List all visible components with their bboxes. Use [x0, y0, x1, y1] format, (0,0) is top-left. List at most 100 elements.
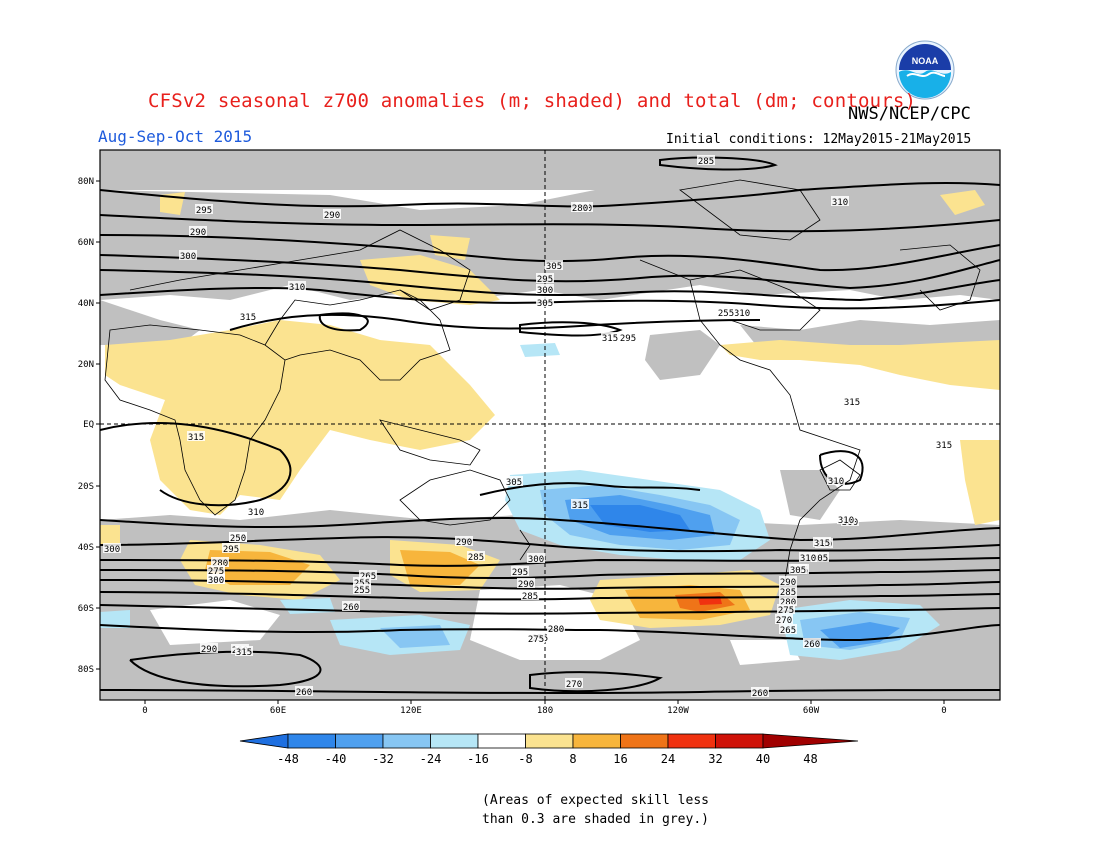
- negative-anomaly-shading: [100, 343, 940, 660]
- contour-label: 300: [528, 555, 544, 565]
- contour-label: 295: [512, 568, 528, 578]
- colorbar-label: -48: [277, 752, 299, 766]
- contour-label-bg: [775, 614, 793, 624]
- contour-label: 250: [230, 534, 246, 544]
- contour-label-bg: [717, 307, 735, 317]
- contour-label-bg: [811, 552, 829, 562]
- contour-label-bg: [467, 551, 485, 561]
- latitude-label: 60S: [78, 604, 94, 614]
- longitude-label: 120W: [667, 706, 689, 716]
- contour-label: 305: [546, 262, 562, 272]
- contour-label: 310: [734, 309, 750, 319]
- contour-label-bg: [733, 307, 751, 317]
- contour-label: 260: [296, 688, 312, 698]
- contour-label: 285: [468, 553, 484, 563]
- contour-label-bg: [239, 311, 257, 321]
- contour-label: 255: [354, 586, 370, 596]
- colorbar-swatch: [477, 733, 526, 749]
- latitude-label: 20S: [78, 482, 94, 492]
- latitude-label: 80S: [78, 665, 94, 675]
- longitude-label: 120E: [400, 706, 422, 716]
- contour-label: 290: [780, 578, 796, 588]
- colorbar-swatch: [572, 733, 621, 749]
- longitude-label: 0: [941, 706, 946, 716]
- contour-label: 315: [236, 648, 252, 658]
- contour-label: 300: [104, 545, 120, 555]
- contour-label-bg: [342, 601, 360, 611]
- contour-label: 260: [343, 603, 359, 613]
- contour-label: 280: [780, 598, 796, 608]
- colorbar-label: 40: [756, 752, 770, 766]
- contour-label: 290: [456, 538, 472, 548]
- colorbar-swatch: [620, 733, 669, 749]
- latitude-labels: 80N 60N 40N 20N EQ 20S 40S 60S 80S: [78, 177, 100, 675]
- contour-label: 305: [537, 299, 553, 309]
- contour-label: 300: [537, 286, 553, 296]
- latitude-label: 60N: [78, 238, 94, 248]
- longitude-label: 180: [537, 706, 553, 716]
- contour-label: 305: [812, 554, 828, 564]
- longitude-label: 0: [142, 706, 147, 716]
- contour-label: 285: [522, 592, 538, 602]
- contour-label-bg: [505, 476, 523, 486]
- latitude-label: EQ: [83, 420, 94, 430]
- colorbar: -48 -40 -32 -24 -16 -8 8 16 24 32 40 48: [239, 733, 859, 766]
- contour-label-bg: [547, 623, 565, 633]
- contour-label-bg: [571, 499, 589, 509]
- contour-label-bg: [353, 577, 371, 587]
- contour-label: 290: [324, 211, 340, 221]
- colorbar-label: -40: [325, 752, 347, 766]
- contour-label-bg: [517, 578, 535, 588]
- contour-label: 285: [698, 157, 714, 167]
- contour-label: 270: [566, 680, 582, 690]
- contour-label: 300: [208, 576, 224, 586]
- contour-label: 315: [936, 441, 952, 451]
- contour-label-bg: [235, 646, 253, 656]
- contour-label: 295: [223, 545, 239, 555]
- contour-label-bg: [779, 624, 797, 634]
- colorbar-label: 32: [708, 752, 722, 766]
- contour-label-bg: [187, 431, 205, 441]
- contour-label-bg: [751, 687, 769, 697]
- contour-label: 305: [790, 566, 806, 576]
- contour-label-bg: [837, 514, 855, 524]
- contour-label: 265: [780, 626, 796, 636]
- contour-label-bg: [536, 273, 554, 283]
- contour-label: 280: [212, 559, 228, 569]
- contour-label: 315: [240, 313, 256, 323]
- contour-label-bg: [779, 596, 797, 606]
- colorbar-label: -8: [518, 752, 532, 766]
- latitude-label: 40S: [78, 543, 94, 553]
- colorbar-swatch: [430, 733, 479, 749]
- contour-label-bg: [831, 196, 849, 206]
- contour-label-bg: [295, 686, 313, 696]
- contour-label-bg: [222, 543, 240, 553]
- contour-label: 310: [289, 283, 305, 293]
- contour-label-bg: [288, 281, 306, 291]
- chart-title: CFSv2 seasonal z700 anomalies (m; shaded…: [148, 90, 917, 112]
- positive-anomaly-shading: [100, 190, 1000, 628]
- contour-label: 275: [778, 606, 794, 616]
- contour-label-bg: [455, 536, 473, 546]
- contour-label-bg: [935, 439, 953, 449]
- colorbar-swatch: [287, 733, 336, 749]
- agency-label: NWS/NCEP/CPC: [848, 104, 971, 124]
- contour-label-bg: [195, 204, 213, 214]
- contour-label-bg: [545, 260, 563, 270]
- colorbar-label: -16: [467, 752, 489, 766]
- contour-label-bg: [619, 332, 637, 342]
- contour-label: 295: [620, 334, 636, 344]
- contour-label-bg: [189, 226, 207, 236]
- skill-note-line-1: (Areas of expected skill less: [482, 793, 709, 808]
- contour-label-bg: [779, 586, 797, 596]
- contour-label-bg: [789, 564, 807, 574]
- colorbar-label: 8: [569, 752, 576, 766]
- colorbar-swatch: [715, 733, 764, 749]
- latitude-label: 40N: [78, 299, 94, 309]
- contour-label-bg: [536, 297, 554, 307]
- contour-label: 305: [506, 478, 522, 488]
- colorbar-label: 48: [803, 752, 817, 766]
- contour-label-bg: [521, 590, 539, 600]
- contour-label: 315: [572, 501, 588, 511]
